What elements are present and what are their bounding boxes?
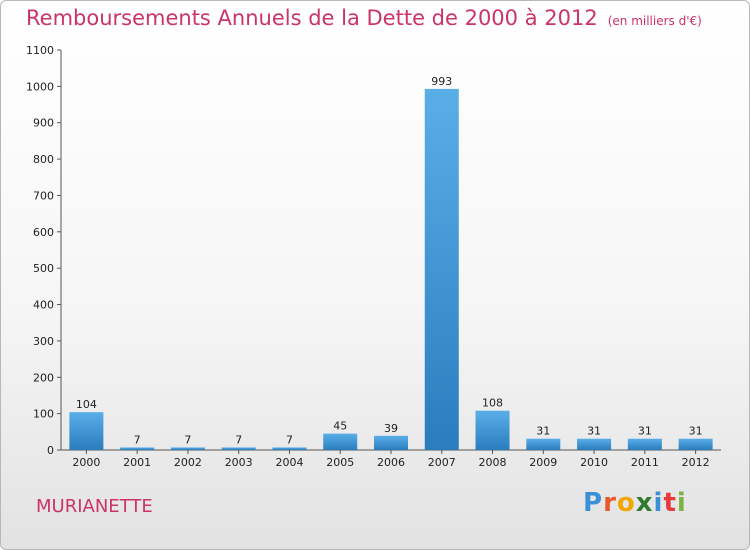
- chart-unit: (en milliers d'€): [607, 14, 702, 28]
- bar: [170, 447, 205, 450]
- bar: [424, 88, 459, 450]
- y-tick-label: 700: [33, 189, 54, 202]
- bar: [272, 447, 307, 450]
- x-tick-label: 2006: [377, 456, 405, 469]
- x-tick-label: 2005: [326, 456, 354, 469]
- bar: [69, 412, 104, 450]
- bar: [120, 447, 155, 450]
- bar: [526, 438, 561, 450]
- y-tick-label: 900: [33, 117, 54, 130]
- x-tick-label: 2009: [529, 456, 557, 469]
- chart-title-text: Remboursements Annuels de la Dette de 20…: [26, 6, 598, 30]
- bar: [627, 438, 662, 450]
- bar: [323, 433, 358, 450]
- y-axis: 0 100 200 300 400 500 600 700 800 900 1000 1100: [26, 44, 62, 457]
- bar-value-label: 993: [431, 75, 452, 88]
- x-tick-label: 2011: [631, 456, 659, 469]
- y-tick-label: 500: [33, 262, 54, 275]
- y-tick-label: 1000: [26, 80, 54, 93]
- x-tick-label: 2001: [123, 456, 151, 469]
- y-tick-label: 400: [33, 299, 54, 312]
- bar: [678, 438, 713, 450]
- x-tick-label: 2008: [479, 456, 507, 469]
- bars: 104 7 7 7 7 45 39 993 108 31 31 31 31: [69, 75, 713, 450]
- bar-value-label: 7: [134, 433, 141, 446]
- bar-value-label: 7: [184, 433, 191, 446]
- y-tick-label: 300: [33, 335, 54, 348]
- commune-name: MURIANETTE: [36, 496, 153, 517]
- x-tick-label: 2003: [225, 456, 253, 469]
- y-tick-label: 600: [33, 226, 54, 239]
- y-tick-label: 0: [47, 444, 54, 457]
- y-tick-label: 1100: [26, 44, 54, 57]
- bar-value-label: 31: [638, 425, 652, 438]
- x-tick-label: 2010: [580, 456, 608, 469]
- bar: [577, 438, 612, 450]
- bar: [374, 435, 408, 450]
- x-tick-label: 2002: [174, 456, 202, 469]
- bar-value-label: 108: [482, 397, 503, 410]
- bar-value-label: 39: [384, 422, 398, 435]
- x-tick-label: 2012: [682, 456, 710, 469]
- x-axis: 2000 2001 2002 2003 2004 2005 2006 2007 2008 2009…: [61, 449, 721, 469]
- bar-value-label: 104: [76, 398, 97, 411]
- y-tick-label: 100: [33, 408, 54, 421]
- y-tick-label: 200: [33, 371, 54, 384]
- proxiti-logo: Proxiti: [583, 488, 687, 518]
- x-tick-label: 2000: [72, 456, 100, 469]
- x-tick-label: 2007: [428, 456, 456, 469]
- bar: [475, 410, 510, 450]
- chart-title: Remboursements Annuels de la Dette de 20…: [26, 6, 702, 30]
- bar: [221, 447, 256, 450]
- bar-value-label: 31: [689, 425, 703, 438]
- y-tick-label: 800: [33, 153, 54, 166]
- x-tick-label: 2004: [275, 456, 303, 469]
- bar-value-label: 7: [286, 433, 293, 446]
- bar-value-label: 7: [235, 433, 242, 446]
- bar-value-label: 45: [333, 420, 347, 433]
- bar-value-label: 31: [536, 425, 550, 438]
- bar-value-label: 31: [587, 425, 601, 438]
